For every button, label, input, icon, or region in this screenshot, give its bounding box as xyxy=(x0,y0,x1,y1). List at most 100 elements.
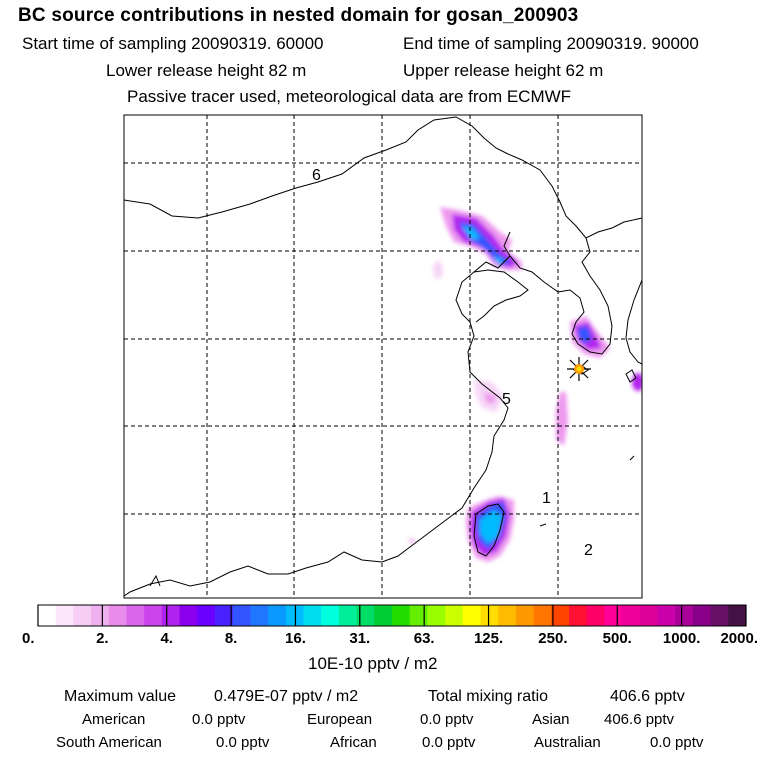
plume-beijing xyxy=(440,207,522,270)
end-time-label: End time of sampling 20090319. 90000 xyxy=(403,34,699,53)
plume-sea-streak xyxy=(556,392,568,446)
source-name-australian: Australian xyxy=(534,734,601,751)
source-value-asian: 406.6 pptv xyxy=(604,711,675,728)
colorbar-tick-label: 31. xyxy=(349,630,370,647)
colorbar-swatch xyxy=(144,605,163,626)
colorbar-swatch xyxy=(728,605,747,626)
colorbar-swatch xyxy=(303,605,322,626)
total-mixing-label: Total mixing ratio xyxy=(428,688,549,705)
source-name-south-american: South American xyxy=(56,734,162,751)
receptor-star-icon xyxy=(567,357,591,381)
region-label: 2 xyxy=(584,542,593,559)
upper-release-label: Upper release height 62 m xyxy=(403,61,604,80)
contribution-plumes xyxy=(408,207,642,562)
coastline-japan xyxy=(625,279,642,365)
plume-minor-dots xyxy=(408,261,443,544)
source-value-south-american: 0.0 pptv xyxy=(216,734,270,751)
colorbar-swatch xyxy=(321,605,340,626)
colorbar-tick-label: 63. xyxy=(414,630,435,647)
colorbar-swatch xyxy=(586,605,605,626)
coastline-yellow-sea-north xyxy=(509,255,559,293)
source-value-african: 0.0 pptv xyxy=(422,734,476,751)
colorbar-swatch xyxy=(73,605,92,626)
colorbar-swatch xyxy=(338,605,357,626)
colorbar xyxy=(38,605,747,626)
coastline-island-small2 xyxy=(539,523,547,527)
coastline-island-small1 xyxy=(629,455,635,461)
region-label: 6 xyxy=(312,167,321,184)
colorbar-tick-label: 2. xyxy=(96,630,109,647)
total-mixing-value: 406.6 pptv xyxy=(610,688,685,705)
coastline-mongolia-border xyxy=(124,116,509,219)
colorbar-tick-label: 2000. xyxy=(720,630,758,647)
lower-release-label: Lower release height 82 m xyxy=(106,61,307,80)
colorbar-tick-label: 1000. xyxy=(663,630,701,647)
map-frame xyxy=(123,114,643,599)
colorbar-swatch xyxy=(392,605,411,626)
coastline-shandong xyxy=(473,269,529,323)
colorbar-swatch xyxy=(215,605,234,626)
colorbar-swatch xyxy=(38,605,57,626)
coastline-china-east xyxy=(124,231,511,597)
coastline-island-kyushu xyxy=(625,369,637,383)
start-time-label: Start time of sampling 20090319. 60000 xyxy=(22,34,324,53)
max-value: 0.479E-07 pptv / m2 xyxy=(214,688,359,705)
colorbar-swatch xyxy=(250,605,269,626)
colorbar-swatch xyxy=(445,605,464,626)
colorbar-swatch xyxy=(232,605,251,626)
colorbar-swatch xyxy=(515,605,534,626)
source-value-european: 0.0 pptv xyxy=(420,711,474,728)
colorbar-swatch xyxy=(197,605,216,626)
colorbar-swatch xyxy=(551,605,570,626)
region-label: 5 xyxy=(502,391,511,408)
tracer-label: Passive tracer used, meteorological data… xyxy=(127,87,572,106)
colorbar-tick-label: 250. xyxy=(538,630,567,647)
colorbar-swatch xyxy=(108,605,127,626)
colorbar-tick-label: 0. xyxy=(22,630,35,647)
source-name-american: American xyxy=(82,711,146,728)
colorbar-tick-label: 16. xyxy=(285,630,306,647)
colorbar-tick-label: 8. xyxy=(225,630,238,647)
colorbar-swatch xyxy=(639,605,658,626)
plume-shanghai xyxy=(474,380,504,412)
plume-japan xyxy=(632,373,642,391)
colorbar-swatch xyxy=(710,605,729,626)
coastline-hainan xyxy=(149,574,161,587)
map-background xyxy=(124,115,642,598)
colorbar-tick-label: 4. xyxy=(160,630,173,647)
region-labels: 6 5 1 2 xyxy=(312,167,593,559)
colorbar-swatch xyxy=(91,605,110,626)
colorbar-swatch xyxy=(126,605,145,626)
source-value-australian: 0.0 pptv xyxy=(650,734,704,751)
coastline-taiwan xyxy=(473,503,505,557)
colorbar-swatch xyxy=(657,605,676,626)
colorbar-swatch xyxy=(533,605,552,626)
coastlines xyxy=(124,116,642,597)
colorbar-swatch xyxy=(480,605,499,626)
map-gridlines xyxy=(124,115,642,598)
colorbar-swatch xyxy=(285,605,304,626)
source-name-african: African xyxy=(330,734,377,751)
coastline-bohai xyxy=(507,153,642,239)
region-label: 1 xyxy=(542,490,551,507)
colorbar-swatch xyxy=(179,605,198,626)
colorbar-swatch xyxy=(268,605,287,626)
colorbar-swatch xyxy=(374,605,393,626)
colorbar-tick-label: 500. xyxy=(603,630,632,647)
colorbar-swatch xyxy=(692,605,711,626)
colorbar-swatch xyxy=(462,605,481,626)
max-value-label: Maximum value xyxy=(64,688,177,705)
colorbar-swatch xyxy=(55,605,74,626)
colorbar-swatch xyxy=(569,605,588,626)
map-panel: 6 5 1 2 xyxy=(123,114,643,599)
coastline-korea xyxy=(557,237,613,355)
source-name-european: European xyxy=(307,711,373,728)
colorbar-unit-label: 10E-10 pptv / m2 xyxy=(308,654,438,673)
colorbar-swatch xyxy=(622,605,641,626)
colorbar-ticks: 0. 2. 4. 8. 16. 31. 63. 125. 250. 500. 1000. 2000. xyxy=(22,605,758,647)
source-value-american: 0.0 pptv xyxy=(192,711,246,728)
colorbar-swatch xyxy=(356,605,375,626)
colorbar-swatch xyxy=(161,605,180,626)
chart-title: BC source contributions in nested domain… xyxy=(18,5,579,26)
